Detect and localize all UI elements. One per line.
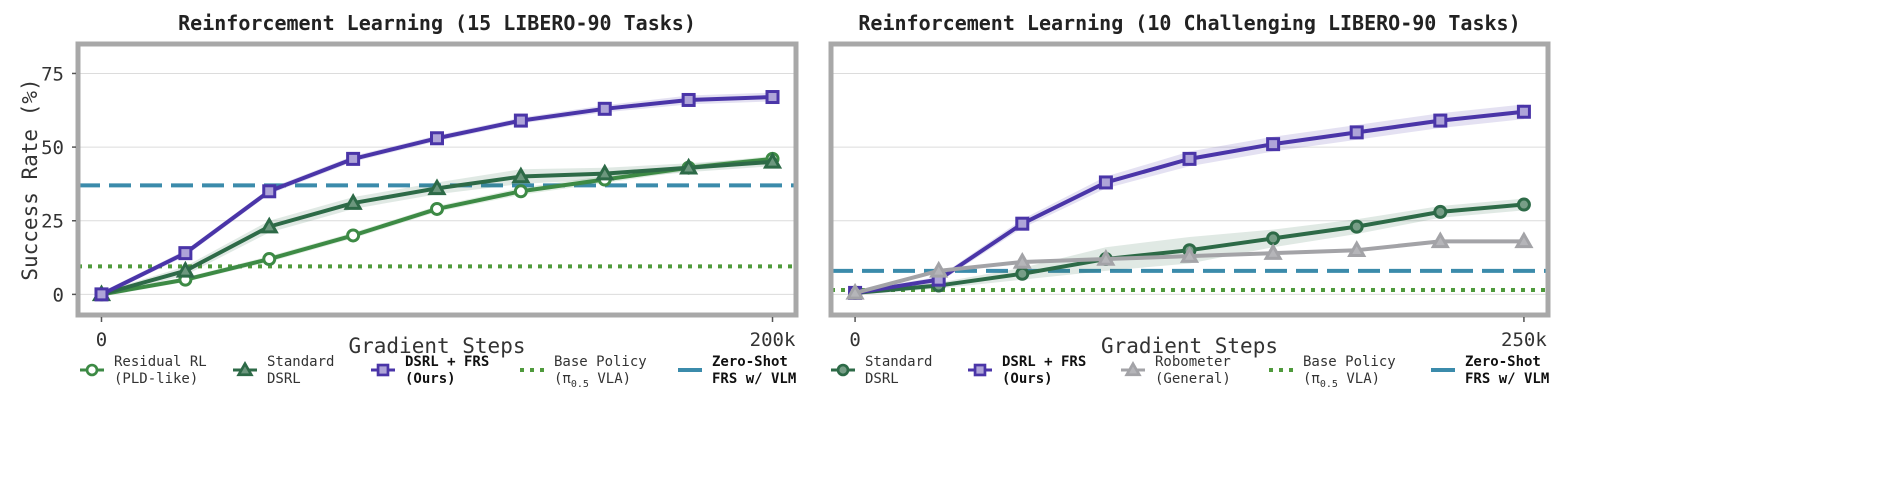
chart-panel-1: Reinforcement Learning (15 LIBERO-90 Tas… — [18, 11, 799, 390]
x-axis-label: Gradient Steps — [1101, 334, 1278, 358]
legend-label: Base Policy — [554, 354, 647, 370]
legend-marker — [973, 363, 987, 377]
series-point-1 — [175, 260, 195, 278]
legend-item: Residual RL(PLD-like) — [80, 354, 207, 387]
legend-label: DSRL + FRS — [405, 354, 489, 370]
series-point-0 — [346, 228, 361, 243]
legend-item: Base Policy(π0.5 VLA) — [520, 354, 647, 390]
series-point-1 — [1516, 104, 1531, 119]
series-point-2 — [513, 113, 528, 128]
legend-label: FRS w/ VLM — [712, 371, 796, 387]
legend-marker — [836, 363, 850, 377]
chart-panel-2: Reinforcement Learning (10 Challenging L… — [828, 11, 1551, 390]
legend-label: DSRL + FRS — [1002, 354, 1086, 370]
legend-label: (Ours) — [405, 371, 456, 387]
series-point-1 — [1098, 175, 1113, 190]
series-point-2 — [845, 282, 865, 300]
series-band-1 — [855, 104, 1524, 296]
legend-label: (PLD-like) — [114, 371, 198, 387]
series-point-1 — [511, 166, 531, 184]
series-point-1 — [259, 216, 279, 234]
x-tick-label: 200k — [750, 329, 796, 351]
legend-item: Base Policy(π0.5 VLA) — [1269, 354, 1396, 390]
legend-label: DSRL — [865, 371, 899, 387]
series-point-1 — [1015, 216, 1030, 231]
series-point-2 — [262, 184, 277, 199]
series-point-1 — [343, 193, 363, 210]
legend-item: DSRL + FRS(Ours) — [371, 354, 489, 387]
legend-marker — [376, 363, 390, 377]
x-axis-label: Gradient Steps — [348, 334, 525, 358]
series-point-2 — [1347, 240, 1367, 257]
x-tick-label: 250k — [1501, 329, 1547, 351]
legend-marker — [85, 363, 99, 377]
legend-label: Zero-Shot — [1465, 354, 1541, 370]
series-point-0 — [1516, 197, 1531, 212]
series-point-0 — [262, 252, 277, 267]
series-point-1 — [1182, 151, 1197, 166]
legend-item: DSRL + FRS(Ours) — [968, 354, 1086, 387]
legend-marker — [1124, 360, 1142, 377]
legend-label: Standard — [865, 354, 932, 370]
y-tick-label: 0 — [53, 284, 64, 306]
legend-label: Residual RL — [114, 354, 207, 370]
series-point-2 — [597, 101, 612, 116]
series-point-2 — [1012, 251, 1032, 269]
y-axis-label: Success Rate (%) — [18, 78, 42, 280]
series-point-2 — [1179, 246, 1200, 263]
y-tick-label: 50 — [41, 137, 64, 159]
y-tick-label: 75 — [41, 63, 64, 85]
legend-label: DSRL — [267, 371, 301, 387]
series-point-2 — [1430, 231, 1450, 249]
series-point-0 — [1015, 266, 1030, 281]
series-point-2 — [1263, 243, 1283, 260]
y-tick-label: 25 — [41, 211, 64, 233]
series-point-1 — [1266, 137, 1281, 152]
legend-label: Base Policy — [1303, 354, 1396, 370]
legend-label: Standard — [267, 354, 334, 370]
plot-frame — [75, 41, 799, 318]
legend-label: (π0.5 VLA) — [554, 371, 631, 390]
series-point-2 — [430, 131, 444, 146]
series-point-2 — [94, 287, 109, 302]
legend-marker — [236, 360, 254, 377]
series-point-2 — [1096, 249, 1116, 266]
series-point-2 — [346, 151, 361, 166]
series-point-1 — [679, 157, 699, 175]
series-point-1 — [762, 151, 783, 169]
series-point-2 — [178, 246, 193, 261]
series-point-2 — [681, 92, 696, 107]
legend-label: (Ours) — [1002, 371, 1053, 387]
series-point-0 — [1349, 219, 1364, 234]
series-point-1 — [427, 178, 447, 196]
legend-label: (General) — [1155, 371, 1231, 387]
series-point-0 — [1266, 231, 1281, 246]
legend-label: Zero-Shot — [712, 354, 788, 370]
series-point-1 — [595, 163, 615, 181]
legend-label: Robometer — [1155, 354, 1231, 370]
x-tick-label: 0 — [96, 329, 107, 351]
legend-label: (π0.5 VLA) — [1303, 371, 1380, 390]
legend-label: FRS w/ VLM — [1465, 371, 1549, 387]
series-point-0 — [513, 184, 528, 199]
series-point-0 — [1433, 204, 1448, 219]
series-point-0 — [430, 201, 444, 216]
series-point-2 — [1514, 231, 1534, 249]
series-point-2 — [765, 90, 780, 105]
series-point-1 — [1349, 125, 1364, 140]
chart-title: Reinforcement Learning (15 LIBERO-90 Tas… — [178, 11, 696, 35]
series-point-1 — [1433, 113, 1448, 128]
series-point-2 — [929, 260, 949, 278]
chart-title: Reinforcement Learning (10 Challenging L… — [858, 11, 1520, 35]
plot-frame — [828, 41, 1551, 318]
legend-item: Robometer(General) — [1121, 354, 1231, 387]
x-tick-label: 0 — [849, 329, 860, 351]
